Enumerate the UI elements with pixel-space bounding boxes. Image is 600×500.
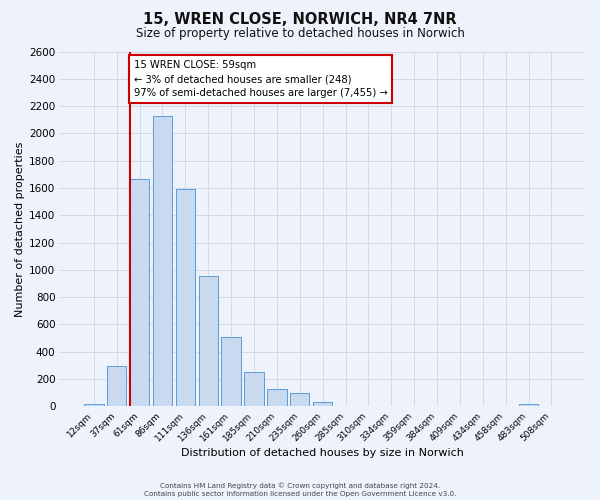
Bar: [130, 179, 149, 406]
Bar: [176, 190, 195, 406]
Bar: [199, 276, 218, 406]
Text: Size of property relative to detached houses in Norwich: Size of property relative to detached ho…: [136, 28, 464, 40]
Bar: [313, 402, 332, 406]
Y-axis label: Number of detached properties: Number of detached properties: [15, 142, 25, 316]
Bar: [107, 366, 127, 406]
Bar: [84, 404, 104, 406]
Text: Contains public sector information licensed under the Open Government Licence v3: Contains public sector information licen…: [144, 491, 456, 497]
Bar: [153, 116, 172, 406]
Text: 15 WREN CLOSE: 59sqm
← 3% of detached houses are smaller (248)
97% of semi-detac: 15 WREN CLOSE: 59sqm ← 3% of detached ho…: [134, 60, 388, 98]
Text: Contains HM Land Registry data © Crown copyright and database right 2024.: Contains HM Land Registry data © Crown c…: [160, 482, 440, 489]
Text: 15, WREN CLOSE, NORWICH, NR4 7NR: 15, WREN CLOSE, NORWICH, NR4 7NR: [143, 12, 457, 28]
Bar: [267, 388, 287, 406]
Bar: [244, 372, 264, 406]
Bar: [221, 337, 241, 406]
Bar: [519, 404, 538, 406]
X-axis label: Distribution of detached houses by size in Norwich: Distribution of detached houses by size …: [181, 448, 464, 458]
Bar: [290, 392, 310, 406]
